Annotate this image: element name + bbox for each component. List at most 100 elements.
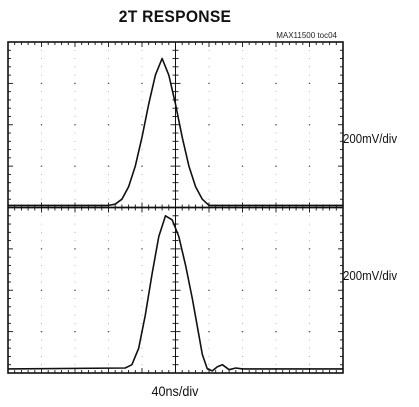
channel-2-trace [7, 215, 343, 372]
grid-minor-dot [242, 107, 243, 109]
grid-minor-dot [242, 149, 243, 151]
grid-minor-dot [208, 149, 210, 151]
grid-minor-dot [275, 66, 277, 68]
grid-minor-dot [141, 314, 143, 316]
grid-minor-dot [309, 173, 310, 175]
grid-minor-dot [108, 347, 109, 349]
grid-minor-dot [74, 49, 76, 51]
grid-minor-dot [41, 223, 42, 225]
grid-minor-dot [74, 74, 76, 76]
grid-minor-dot [74, 339, 76, 341]
grid-dot [308, 330, 311, 333]
channel-1-trace [8, 57, 343, 207]
grid-dot [74, 289, 76, 292]
grid-minor-dot [275, 149, 277, 151]
grid-minor-dot [141, 198, 143, 200]
grid-minor-dot [108, 149, 109, 151]
grid-minor-dot [74, 99, 76, 101]
grid-minor-dot [242, 49, 243, 51]
grid-dot [275, 165, 277, 167]
grid-minor-dot [108, 58, 109, 59]
grid-minor-dot [74, 173, 76, 175]
grid-minor-dot [108, 66, 109, 68]
grid-minor-dot [208, 256, 210, 258]
grid-minor-dot [242, 264, 243, 266]
grid-minor-dot [275, 107, 277, 109]
grid-dot [107, 289, 110, 292]
grid-minor-dot [242, 91, 243, 93]
grid-minor-dot [41, 264, 42, 266]
grid-minor-dot [242, 240, 243, 242]
grid-minor-dot [141, 339, 143, 341]
grid-dot [74, 123, 76, 126]
grid-minor-dot [108, 322, 109, 324]
grid-dot [40, 82, 43, 85]
grid-minor-dot [141, 58, 143, 59]
grid-minor-dot [41, 314, 42, 316]
grid-minor-dot [275, 364, 277, 366]
grid-minor-dot [141, 298, 143, 299]
grid-minor-dot [275, 157, 277, 159]
grid-minor-dot [309, 74, 310, 76]
grid-minor-dot [242, 99, 243, 101]
grid-dot [241, 82, 244, 85]
grid-dot [107, 165, 110, 167]
figure-tag: MAX11500 toc04 [276, 31, 337, 40]
grid-dot [107, 82, 110, 85]
grid-minor-dot [208, 322, 210, 324]
grid-minor-dot [208, 347, 210, 349]
grid-minor-dot [41, 107, 42, 109]
grid-minor-dot [41, 116, 42, 117]
grid-minor-dot [74, 273, 76, 275]
grid-minor-dot [41, 74, 42, 76]
grid-minor-dot [41, 91, 42, 93]
grid-minor-dot [74, 240, 76, 242]
grid-minor-dot [41, 298, 42, 299]
grid-minor-dot [309, 198, 310, 200]
grid-minor-dot [108, 74, 109, 76]
grid-minor-dot [141, 66, 143, 68]
grid-minor-dot [108, 273, 109, 275]
grid-minor-dot [309, 256, 310, 258]
grid-minor-dot [141, 273, 143, 275]
grid-dot [241, 330, 244, 333]
grid-minor-dot [309, 132, 310, 134]
grid-dot [208, 289, 210, 292]
grid-dot [40, 248, 43, 250]
grid-minor-dot [309, 322, 310, 324]
grid-dot [208, 248, 210, 250]
grid-minor-dot [208, 273, 210, 275]
grid-minor-dot [141, 281, 143, 283]
grid-minor-dot [41, 140, 42, 142]
grid-dot [241, 248, 244, 250]
grid-minor-dot [141, 223, 143, 225]
grid-minor-dot [309, 264, 310, 266]
grid-dot [141, 82, 143, 85]
grid-minor-dot [41, 273, 42, 275]
grid-minor-dot [41, 198, 42, 200]
grid-minor-dot [41, 306, 42, 308]
grid-minor-dot [108, 190, 109, 192]
grid-minor-dot [74, 66, 76, 68]
grid-minor-dot [275, 231, 277, 233]
grid-minor-dot [242, 273, 243, 275]
grid-minor-dot [208, 99, 210, 101]
grid-minor-dot [242, 314, 243, 316]
grid-minor-dot [41, 157, 42, 159]
grid-minor-dot [309, 140, 310, 142]
grid-minor-dot [208, 132, 210, 134]
grid-minor-dot [74, 356, 76, 357]
grid-dot [308, 289, 311, 292]
grid-minor-dot [275, 91, 277, 93]
grid-minor-dot [141, 322, 143, 324]
grid-minor-dot [242, 256, 243, 258]
grid-minor-dot [309, 281, 310, 283]
grid-minor-dot [141, 107, 143, 109]
chart-title: 2T RESPONSE [118, 7, 232, 26]
grid-minor-dot [208, 240, 210, 242]
grid-minor-dot [74, 306, 76, 308]
grid-minor-dot [41, 173, 42, 175]
grid-minor-dot [242, 356, 243, 357]
channel-1-scale: 200mV/div [343, 131, 398, 146]
